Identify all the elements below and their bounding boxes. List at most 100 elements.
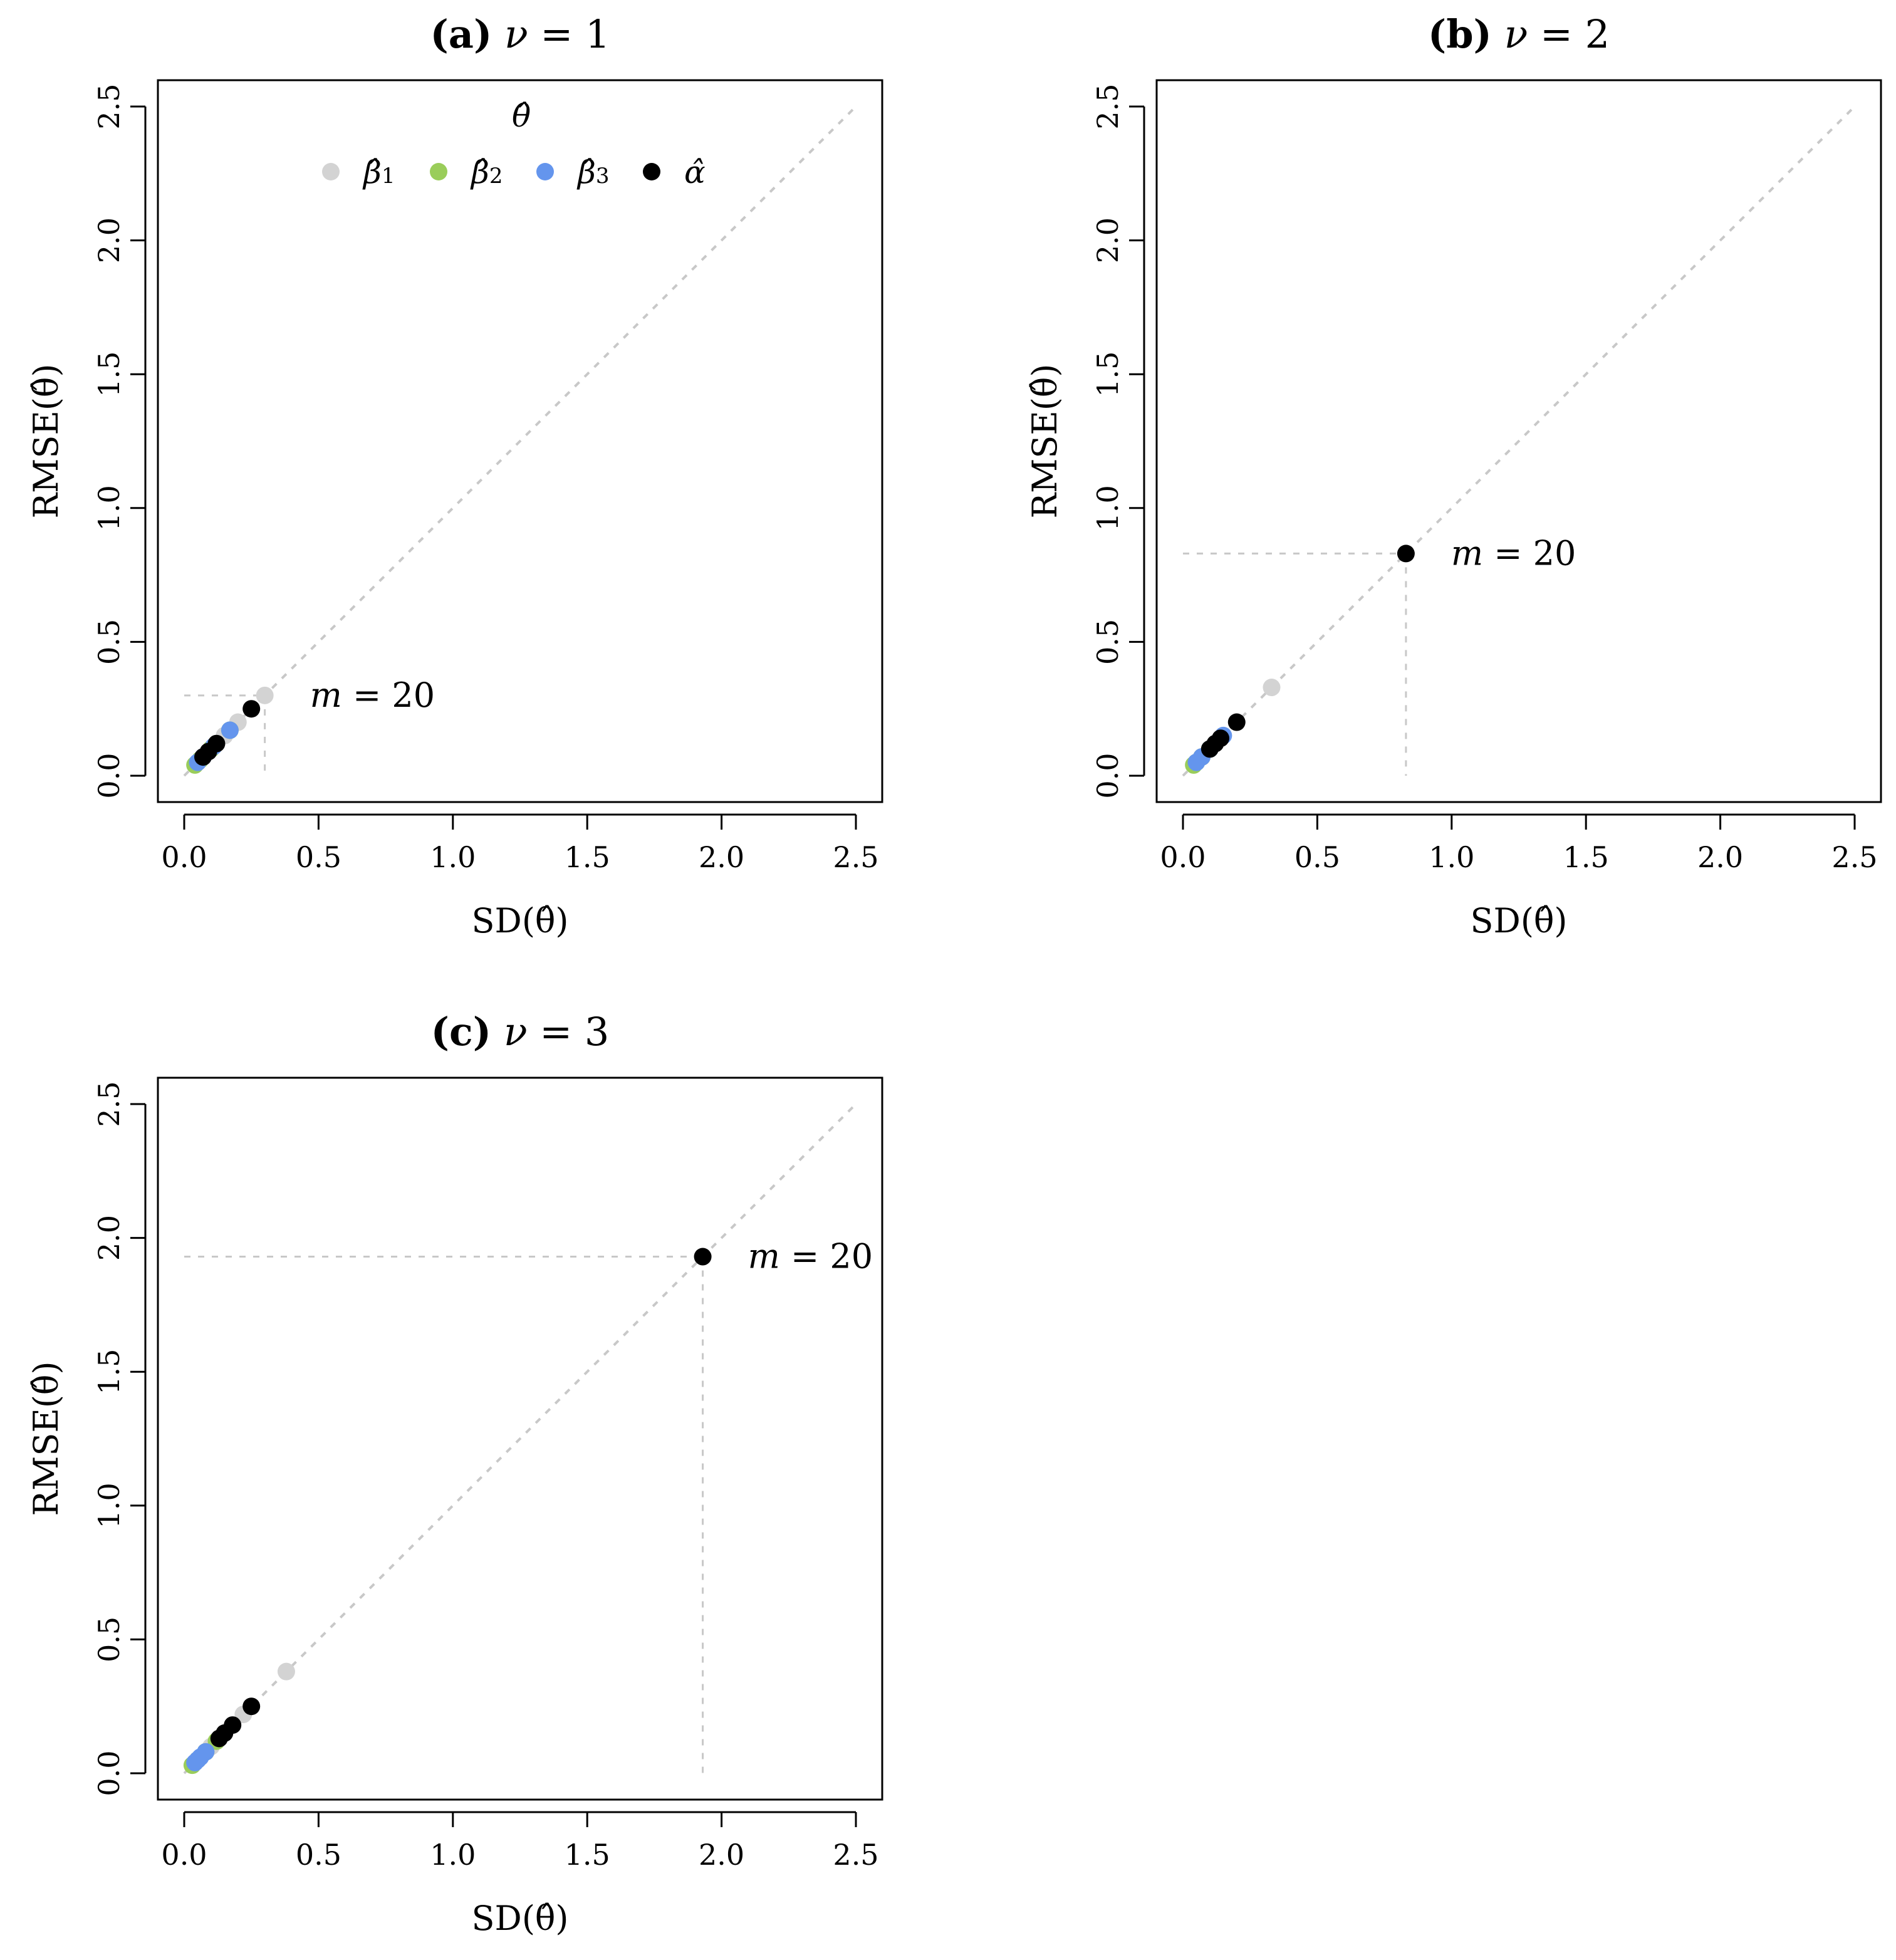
legend-label-beta1: β̂1 [362, 154, 395, 190]
point-alpha [1397, 545, 1415, 563]
plot-frame [157, 1076, 883, 1801]
x-axis: 0.0 0.5 1.0 1.5 2.0 2.5 SD(θ̂) [161, 1811, 879, 1938]
panel-b: (b) ν = 2m = 200.0 0.5 1.0 1.5 2.0 2.5SD(θ̂)0… [1025, 11, 1882, 941]
annotation-label: m = 20 [310, 675, 435, 715]
y-axis-label: RMSE(θ̂) [1025, 363, 1065, 518]
legend-label-beta3: β̂3 [576, 154, 610, 190]
point-alpha [242, 700, 261, 718]
point-alpha [194, 748, 212, 766]
y-tick-label: 2.5 [1091, 83, 1125, 129]
x-tick-label: 1.0 [430, 1838, 476, 1872]
y-tick-label: 2.0 [92, 1215, 126, 1261]
panel-title: (b) ν = 2 [1428, 11, 1610, 57]
x-tick-label: 2.5 [833, 840, 878, 874]
panel-title: (a) ν = 1 [430, 11, 610, 57]
y-tick-label: 0.0 [92, 1750, 126, 1796]
y-tick-label: 1.0 [92, 485, 126, 531]
y-tick-label: 1.5 [92, 1349, 126, 1395]
legend-label-alpha: α̂ [684, 154, 706, 190]
reference-line [1182, 105, 1856, 777]
panel-title-value: = 3 [528, 1009, 610, 1055]
y-axis-label: RMSE(θ̂) [26, 363, 66, 518]
x-axis-label: SD(θ̂) [472, 901, 569, 941]
panel-title-value: = 2 [1528, 11, 1610, 57]
legend-subscript: 3 [596, 164, 610, 189]
y-tick-label: 1.5 [1091, 352, 1125, 397]
panel-title-param: ν [1504, 11, 1528, 57]
point-alpha [1201, 740, 1219, 758]
x-tick-label: 1.0 [1429, 840, 1474, 874]
x-tick-label: 2.5 [1831, 840, 1877, 874]
reference-line [183, 1103, 857, 1775]
legend-marker-beta1 [322, 163, 340, 180]
series-alpha [194, 700, 261, 766]
point-alpha [242, 1697, 261, 1716]
panel-title-label: (c) [431, 1009, 491, 1055]
x-axis: 0.0 0.5 1.0 1.5 2.0 2.5 SD(θ̂) [161, 813, 879, 941]
y-tick-label: 1.5 [92, 352, 126, 397]
plot-frame [1155, 79, 1882, 803]
y-tick-label: 1.0 [92, 1483, 126, 1528]
legend-label-beta2: β̂2 [470, 154, 503, 190]
point-beta3 [221, 721, 239, 739]
y-tick-label: 1.0 [1091, 485, 1125, 531]
legend-symbol: α̂ [684, 154, 706, 190]
panel-a: (a) ν = 1 m = 20 0.0 0.5 1.0 1.5 2.0 2.5 SD(θ̂) 0… [26, 11, 883, 941]
series-beta3 [186, 1743, 215, 1771]
y-tick-label: 0.0 [92, 753, 126, 798]
panel-title-value: = 1 [528, 11, 610, 57]
point-alpha [210, 1729, 228, 1748]
point-alpha [1227, 713, 1246, 731]
series-alpha [1201, 545, 1415, 758]
legend-symbol: β̂ [470, 154, 489, 190]
plot-frame [157, 79, 883, 803]
annotation-label: m = 20 [748, 1237, 873, 1276]
legend-title: θ̂ [512, 98, 531, 134]
y-axis: 0.0 0.5 1.0 1.5 2.0 2.5 RMSE(θ̂) [26, 1081, 147, 1796]
x-tick-label: 0.5 [296, 840, 341, 874]
y-tick-label: 0.0 [1091, 753, 1125, 798]
y-tick-label: 0.5 [92, 1617, 126, 1662]
point-alpha [694, 1248, 712, 1266]
legend-subscript: 2 [489, 164, 503, 189]
panel-title: (c) ν = 3 [431, 1009, 610, 1055]
point-beta3 [1187, 753, 1206, 771]
x-tick-label: 1.0 [430, 840, 476, 874]
legend-symbol: β̂ [362, 154, 382, 190]
x-tick-label: 2.0 [1697, 840, 1743, 874]
legend-marker-beta3 [536, 163, 554, 180]
x-tick-label: 1.5 [1563, 840, 1609, 874]
x-tick-label: 2.5 [833, 1838, 878, 1872]
reference-line [183, 105, 857, 777]
y-tick-label: 2.0 [92, 217, 126, 263]
y-tick-label: 0.5 [1091, 619, 1125, 665]
legend: θ̂β̂1 β̂2 β̂3 α̂ [322, 98, 706, 190]
point-beta1 [277, 1662, 295, 1681]
panel-title-space [491, 1009, 504, 1055]
annotation-var: m [310, 675, 342, 715]
x-tick-label: 0.5 [1294, 840, 1340, 874]
y-tick-label: 2.0 [1091, 217, 1125, 263]
legend-subscript: 1 [382, 164, 395, 189]
panel-c: (c) ν = 3m = 200.0 0.5 1.0 1.5 2.0 2.5SD(θ̂)0… [26, 1009, 883, 1938]
x-tick-label: 2.0 [699, 1838, 744, 1872]
series-alpha [210, 1248, 712, 1748]
x-tick-label: 0.0 [161, 1838, 207, 1872]
annotation-value: = 20 [1483, 533, 1576, 573]
y-axis: 0.0 0.5 1.0 1.5 2.0 2.5 RMSE(θ̂) [1025, 83, 1145, 799]
panel-title-param: ν [504, 1009, 528, 1055]
point-beta1 [256, 686, 274, 704]
x-axis-label: SD(θ̂) [1471, 901, 1568, 941]
panel-title-space [1492, 11, 1504, 57]
y-tick-label: 0.5 [92, 619, 126, 665]
point-beta3 [186, 1753, 204, 1771]
point-beta1 [1263, 679, 1281, 697]
panel-title-label: (b) [1428, 11, 1492, 57]
panel-title-space [492, 11, 504, 57]
legend-marker-alpha [643, 163, 660, 180]
legend-symbol: β̂ [576, 154, 596, 190]
y-axis-label: RMSE(θ̂) [26, 1361, 66, 1516]
x-tick-label: 2.0 [699, 840, 744, 874]
y-axis: 0.0 0.5 1.0 1.5 2.0 2.5 RMSE(θ̂) [26, 83, 147, 799]
